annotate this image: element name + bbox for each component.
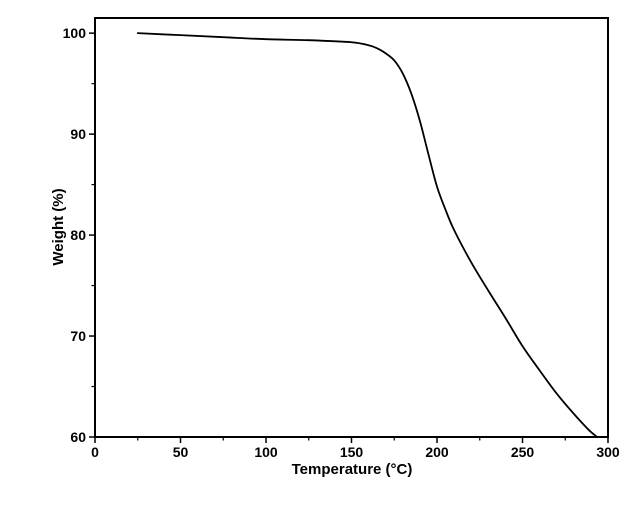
x-tick-label: 0 [91, 444, 99, 460]
x-tick-label: 100 [254, 444, 278, 460]
x-tick-labels: 0 50 100 150 200 250 300 [91, 444, 620, 460]
y-tick-label: 60 [70, 429, 86, 445]
x-tick-label: 50 [173, 444, 189, 460]
weight-curve [136, 32, 599, 437]
x-axis-title: Temperature (°C) [292, 461, 413, 478]
x-tick-label: 300 [596, 444, 620, 460]
y-tick-label: 90 [70, 126, 86, 142]
y-tick-label: 70 [70, 328, 86, 344]
x-tick-label: 150 [340, 444, 364, 460]
y-tick-labels: 60 70 80 90 100 [63, 25, 87, 445]
plot-frame [94, 17, 609, 438]
y-tick-label: 80 [70, 227, 86, 243]
x-tick-label: 250 [511, 444, 535, 460]
major-ticks [89, 32, 609, 443]
y-tick-label: 100 [63, 25, 87, 41]
y-axis-title: Weight (%) [50, 188, 67, 265]
x-tick-label: 200 [425, 444, 449, 460]
minor-ticks [91, 83, 566, 441]
